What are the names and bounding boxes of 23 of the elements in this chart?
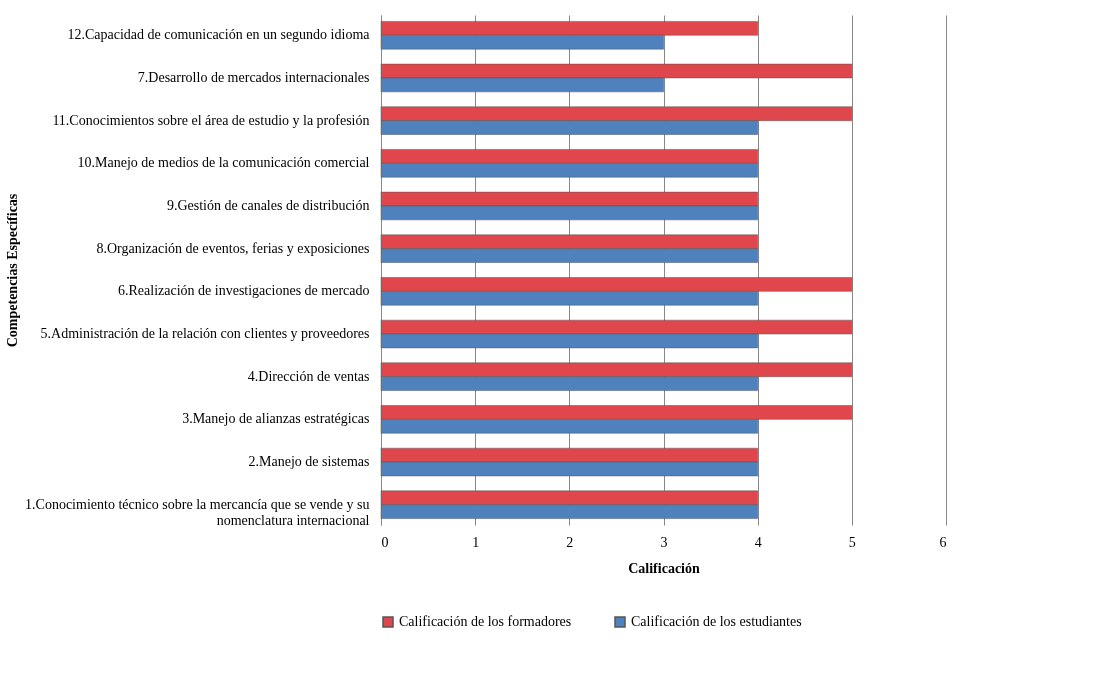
x-tick-label: 2 — [566, 534, 574, 550]
y-tick-label: 10.Manejo de medios de la comunicación comercial — [77, 155, 370, 171]
y-tick-label: 1.Conocimiento técnico sobre la mercancía que se vende y su nomenclatura internacional — [25, 496, 370, 528]
y-tick-label: 4.Dirección de ventas — [247, 368, 370, 384]
y-tick-label: 2.Manejo de sistemas — [248, 454, 370, 470]
x-tick-label: 6 — [939, 534, 947, 550]
y-tick-label: 6.Realización de investigaciones de mercado — [117, 283, 370, 299]
x-tick-label: 0 — [381, 534, 389, 550]
legend-label: Calificación de los estudiantes — [631, 614, 802, 629]
x-axis-title: Calificación — [628, 560, 700, 576]
x-tick-label: 4 — [754, 534, 762, 550]
y-tick-label: 5.Administración de la relación con clientes y proveedores — [40, 326, 370, 342]
legend-label: Calificación de los formadores — [399, 614, 572, 629]
y-tick-label: 3.Manejo de alianzas estratégicas — [182, 411, 370, 427]
y-tick-label: 11.Conocimientos sobre el área de estudio y la profesión — [52, 112, 370, 128]
y-axis-title: Competencias Específicas — [4, 193, 20, 348]
y-tick-label: 12.Capacidad de comunicación en un segundo idioma — [67, 27, 371, 43]
y-tick-label: 8.Organización de eventos, ferias y exposiciones — [96, 240, 370, 256]
x-tick-label: 5 — [848, 534, 856, 550]
x-tick-label: 3 — [660, 534, 668, 550]
y-tick-label: 7.Desarrollo de mercados internacionales — [137, 69, 370, 85]
x-tick-label: 1 — [472, 534, 480, 550]
y-tick-label: 9.Gestión de canales de distribución — [166, 197, 370, 213]
